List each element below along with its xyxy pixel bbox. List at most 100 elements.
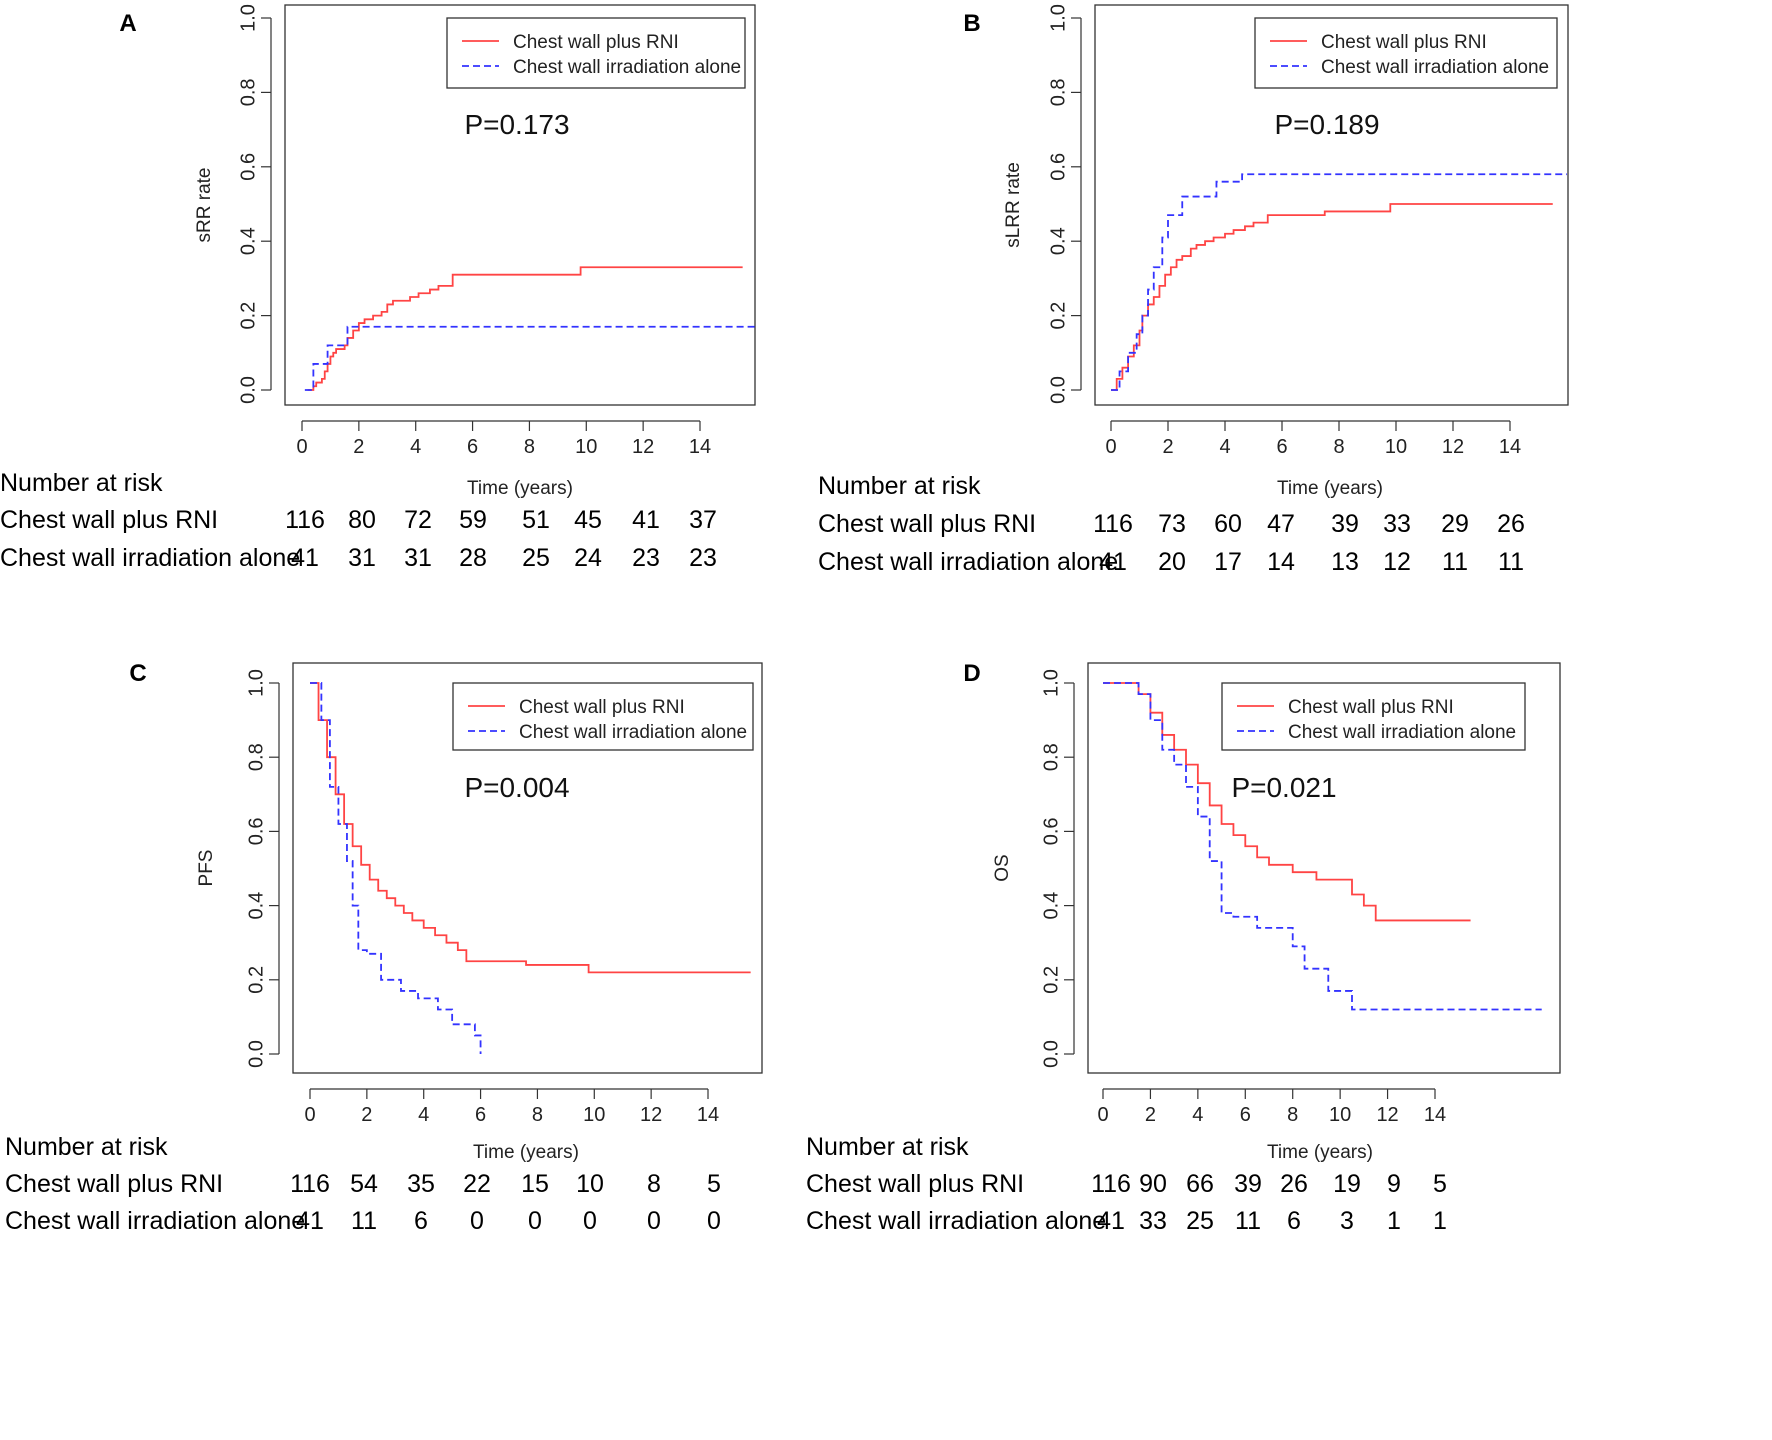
panel-letter: C bbox=[129, 660, 146, 687]
risk-table-title: Number at risk bbox=[806, 1133, 969, 1161]
y-tick-label: 1.0 bbox=[245, 669, 267, 697]
x-tick-label: 10 bbox=[1385, 436, 1407, 458]
risk-count: 0 bbox=[583, 1207, 597, 1235]
risk-count: 90 bbox=[1139, 1170, 1167, 1198]
risk-count: 3 bbox=[1340, 1207, 1354, 1235]
risk-count: 60 bbox=[1214, 510, 1242, 538]
y-axis-label: OS bbox=[992, 854, 1013, 881]
p-value: P=0.189 bbox=[1274, 109, 1379, 140]
legend-box bbox=[452, 682, 754, 751]
plot-frame bbox=[292, 662, 763, 1074]
x-tick-label: 0 bbox=[1097, 1104, 1108, 1126]
chart-svg: D 0.0 0.2 0.4 0.6 0.8 1.0 0 2 4 6 8 10 12 14 OS Time (ye… bbox=[963, 660, 1561, 1163]
risk-count: 8 bbox=[647, 1170, 661, 1198]
risk-count: 19 bbox=[1333, 1170, 1361, 1198]
risk-count: 41 bbox=[291, 544, 319, 572]
x-tick-label: 10 bbox=[583, 1104, 605, 1126]
series-line-rni bbox=[307, 266, 743, 391]
risk-count: 66 bbox=[1186, 1170, 1214, 1198]
risk-count: 80 bbox=[348, 506, 376, 534]
risk-count: 29 bbox=[1441, 510, 1469, 538]
y-tick-label: 0.4 bbox=[245, 892, 267, 920]
risk-count: 31 bbox=[404, 544, 432, 572]
legend-box bbox=[1254, 17, 1558, 89]
risk-count: 37 bbox=[689, 506, 717, 534]
legend-label: Chest wall irradiation alone bbox=[519, 722, 747, 743]
risk-count: 20 bbox=[1158, 548, 1186, 576]
risk-row-label: Chest wall irradiation alone bbox=[0, 544, 301, 572]
risk-count: 116 bbox=[1093, 510, 1133, 538]
panel-letter: D bbox=[963, 660, 980, 687]
risk-count: 54 bbox=[350, 1170, 378, 1198]
risk-count: 13 bbox=[1331, 548, 1359, 576]
y-tick-label: 0.8 bbox=[1040, 743, 1062, 771]
y-tick-label: 1.0 bbox=[1047, 4, 1069, 32]
series-line-alone bbox=[310, 682, 482, 1054]
y-tick-label: 0.2 bbox=[1047, 302, 1069, 330]
x-tick-label: 4 bbox=[410, 436, 421, 458]
y-tick-label: 0.2 bbox=[1040, 966, 1062, 994]
risk-count: 0 bbox=[707, 1207, 721, 1235]
risk-count: 12 bbox=[1383, 548, 1411, 576]
p-value: P=0.021 bbox=[1231, 772, 1336, 803]
risk-count: 6 bbox=[414, 1207, 428, 1235]
x-axis-label: Time (years) bbox=[1267, 1142, 1373, 1163]
x-tick-label: 6 bbox=[1240, 1104, 1251, 1126]
risk-count: 39 bbox=[1331, 510, 1359, 538]
chart-svg: B 0.0 0.2 0.4 0.6 0.8 1.0 0 2 4 6 8 10 12 14 sLRR rate T… bbox=[963, 4, 1569, 499]
x-tick-label: 2 bbox=[361, 1104, 372, 1126]
risk-count: 25 bbox=[1186, 1207, 1214, 1235]
x-tick-label: 14 bbox=[1424, 1104, 1446, 1126]
risk-count: 41 bbox=[296, 1207, 324, 1235]
x-tick-label: 8 bbox=[532, 1104, 543, 1126]
risk-count: 5 bbox=[707, 1170, 721, 1198]
risk-count: 47 bbox=[1267, 510, 1295, 538]
x-tick-label: 2 bbox=[1145, 1104, 1156, 1126]
plot-frame bbox=[1094, 4, 1569, 406]
x-tick-label: 0 bbox=[304, 1104, 315, 1126]
y-tick-label: 0.6 bbox=[237, 153, 259, 181]
y-tick-label: 0.8 bbox=[237, 78, 259, 106]
legend-label: Chest wall plus RNI bbox=[519, 697, 685, 718]
risk-count: 15 bbox=[521, 1170, 549, 1198]
risk-count: 23 bbox=[632, 544, 660, 572]
series-line-alone bbox=[304, 325, 755, 391]
risk-count: 9 bbox=[1387, 1170, 1401, 1198]
y-tick-label: 0.2 bbox=[245, 966, 267, 994]
x-axis-label: Time (years) bbox=[467, 478, 573, 499]
risk-count: 41 bbox=[1099, 548, 1127, 576]
x-tick-label: 6 bbox=[1276, 436, 1287, 458]
p-value: P=0.004 bbox=[464, 772, 569, 803]
risk-row-label: Chest wall plus RNI bbox=[0, 506, 219, 534]
y-tick-label: 0.4 bbox=[1040, 892, 1062, 920]
x-tick-label: 10 bbox=[575, 436, 597, 458]
panel-letter: A bbox=[119, 10, 136, 37]
risk-count: 116 bbox=[1091, 1170, 1131, 1198]
x-tick-label: 12 bbox=[1442, 436, 1464, 458]
p-value: P=0.173 bbox=[464, 109, 569, 140]
chart-svg: C 0.0 0.2 0.4 0.6 0.8 1.0 0 2 4 6 8 10 12 14 PFS Time (y… bbox=[129, 660, 763, 1163]
risk-count: 39 bbox=[1234, 1170, 1262, 1198]
risk-count: 14 bbox=[1267, 548, 1295, 576]
y-axis-label: PFS bbox=[196, 850, 217, 887]
y-tick-label: 0.0 bbox=[237, 376, 259, 404]
x-tick-label: 4 bbox=[1219, 436, 1230, 458]
panel-a: A 0.0 0.2 0.4 0.6 0.8 1.0 0 2 4 6 8 10 12 14 sRR rate Ti… bbox=[0, 0, 886, 695]
panel-d: D 0.0 0.2 0.4 0.6 0.8 1.0 0 2 4 6 8 10 12 14 OS Time (ye… bbox=[806, 660, 1772, 1440]
x-tick-label: 12 bbox=[632, 436, 654, 458]
x-tick-label: 2 bbox=[1162, 436, 1173, 458]
y-tick-label: 0.6 bbox=[1047, 153, 1069, 181]
legend-box bbox=[446, 17, 746, 89]
x-tick-label: 14 bbox=[689, 436, 711, 458]
y-tick-label: 0.0 bbox=[1040, 1040, 1062, 1068]
plot-frame bbox=[1087, 662, 1561, 1074]
x-tick-label: 10 bbox=[1329, 1104, 1351, 1126]
legend-label: Chest wall irradiation alone bbox=[513, 57, 741, 78]
panel-b: B 0.0 0.2 0.4 0.6 0.8 1.0 0 2 4 6 8 10 12 14 sLRR rate T… bbox=[818, 0, 1772, 695]
risk-count: 1 bbox=[1433, 1207, 1447, 1235]
x-tick-label: 8 bbox=[1287, 1104, 1298, 1126]
y-axis-label: sRR rate bbox=[194, 168, 215, 243]
risk-count: 35 bbox=[407, 1170, 435, 1198]
risk-table-title: Number at risk bbox=[818, 472, 981, 500]
risk-row-label: Chest wall irradiation alone bbox=[818, 548, 1119, 576]
